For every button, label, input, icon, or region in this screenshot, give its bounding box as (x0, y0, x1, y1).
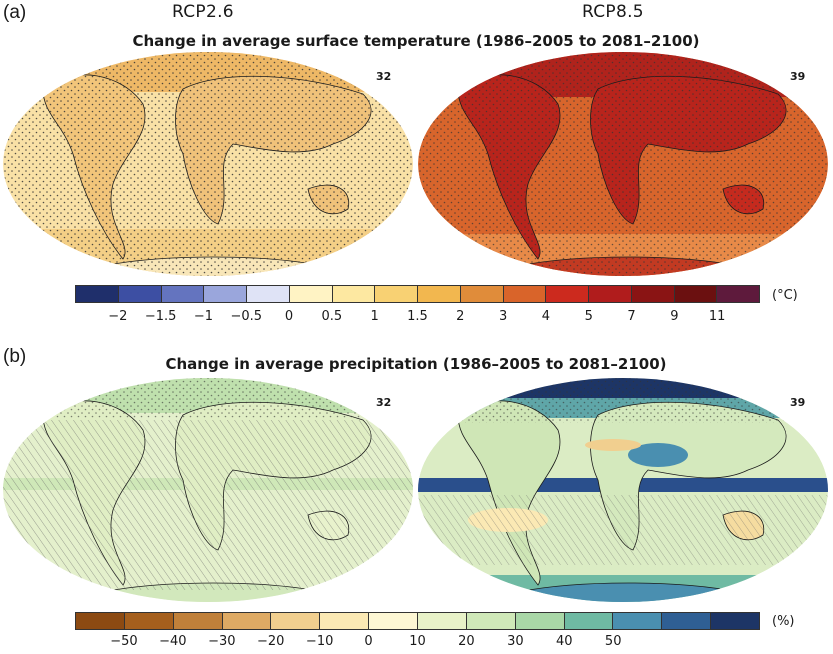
temperature-colorbar-tick-label: 1 (370, 309, 379, 324)
precipitation-colorbar-tick-label: 40 (556, 634, 573, 649)
temperature-colorbar-swatch (289, 286, 333, 302)
precipitation-colorbar-swatch (662, 613, 712, 629)
precipitation-colorbar-swatch (515, 613, 565, 629)
temperature-colorbar-swatch (118, 286, 162, 302)
precipitation-colorbar-swatch (466, 613, 516, 629)
temperature-colorbar-tick-label: 0 (284, 309, 294, 324)
precipitation-colorbar-tick-label: −10 (305, 634, 334, 649)
precipitation-colorbar-tick-label: 50 (604, 634, 622, 649)
temperature-colorbar-tick-label: 7 (627, 309, 636, 324)
precipitation-colorbar-tick-label: 0 (364, 634, 373, 649)
temperature-colorbar-swatch (76, 286, 119, 302)
precipitation-colorbar (75, 612, 760, 630)
temperature-colorbar-swatch (589, 286, 632, 302)
precipitation-colorbar-tick-label: 10 (409, 634, 426, 649)
precipitation-colorbar-swatch (711, 613, 760, 629)
precipitation-colorbar-swatch (564, 613, 614, 629)
temperature-colorbar-swatch (674, 286, 718, 302)
temperature-colorbar-tick-label: 0.5 (321, 309, 343, 324)
precipitation-colorbar-swatch (76, 613, 125, 629)
precipitation-colorbar-swatch (124, 613, 174, 629)
map-precipitation-rcp26 (3, 378, 413, 602)
precipitation-colorbar-swatch (369, 613, 419, 629)
precipitation-colorbar-swatch (320, 613, 370, 629)
precipitation-colorbar-swatch (271, 613, 321, 629)
precipitation-colorbar-tick-label: 30 (507, 634, 524, 649)
temperature-colorbar-swatch (717, 286, 759, 302)
temperature-colorbar-tick-label: 2 (456, 309, 465, 324)
temperature-colorbar-swatch (631, 286, 675, 302)
temperature-colorbar-tick-label: 11 (708, 309, 726, 324)
temperature-colorbar-swatch (503, 286, 547, 302)
temperature-colorbar-tick-label: −0.5 (230, 309, 263, 324)
model-count-b-right: 39 (790, 396, 806, 409)
temperature-colorbar-ticks: −2 −1.5 −1 −0.5 0 0.5 1 1.5 2 3 4 5 7 9 11 (75, 309, 760, 327)
panel-a-label: (a) (3, 2, 27, 23)
precipitation-colorbar-tick-label: −30 (208, 634, 236, 649)
map-precipitation-rcp85 (418, 378, 828, 602)
scenario-label-left: RCP2.6 (172, 2, 234, 22)
temperature-colorbar-swatch (161, 286, 205, 302)
temperature-unit: (°C) (772, 288, 798, 303)
model-count-b-left: 32 (376, 396, 392, 409)
precipitation-colorbar-tick-label: −50 (110, 634, 138, 649)
precipitation-colorbar-tick-label: −40 (159, 634, 187, 649)
temperature-colorbar-tick-label: 3 (498, 309, 508, 324)
temperature-colorbar-swatch (247, 286, 290, 302)
precipitation-colorbar-swatch (418, 613, 467, 629)
precipitation-colorbar-ticks: −50 −40 −30 −20 −10 0 10 20 30 40 50 (75, 634, 760, 652)
panel-b-title: Change in average precipitation (1986–20… (165, 355, 667, 373)
temperature-colorbar-tick-label: 1.5 (407, 309, 428, 324)
precipitation-unit: (%) (772, 614, 795, 629)
temperature-colorbar-swatch (418, 286, 461, 302)
precipitation-colorbar-swatch (222, 613, 272, 629)
precipitation-colorbar-tick-label: −20 (256, 634, 285, 649)
temperature-colorbar-swatch (460, 286, 504, 302)
precipitation-colorbar-tick-label: 20 (458, 634, 475, 649)
temperature-colorbar-tick-label: 5 (584, 309, 593, 324)
map-temperature-rcp85 (418, 52, 828, 276)
scenario-label-right: RCP8.5 (582, 2, 644, 22)
temperature-colorbar (75, 285, 760, 303)
model-count-a-right: 39 (790, 70, 806, 83)
temperature-colorbar-tick-label: −2 (108, 309, 128, 324)
temperature-colorbar-swatch (332, 286, 376, 302)
temperature-colorbar-swatch (204, 286, 247, 302)
temperature-colorbar-tick-label: −1 (193, 309, 214, 324)
model-count-a-left: 32 (376, 70, 392, 83)
temperature-colorbar-swatch (375, 286, 418, 302)
temperature-colorbar-swatch (546, 286, 589, 302)
panel-b-label: (b) (3, 346, 27, 367)
temperature-colorbar-tick-label: 9 (670, 309, 679, 324)
precipitation-colorbar-swatch (613, 613, 663, 629)
temperature-colorbar-tick-label: 4 (541, 309, 551, 324)
panel-a-title: Change in average surface temperature (1… (132, 32, 700, 50)
temperature-colorbar-tick-label: −1.5 (144, 309, 177, 324)
precipitation-colorbar-swatch (173, 613, 223, 629)
map-temperature-rcp26 (3, 52, 413, 276)
